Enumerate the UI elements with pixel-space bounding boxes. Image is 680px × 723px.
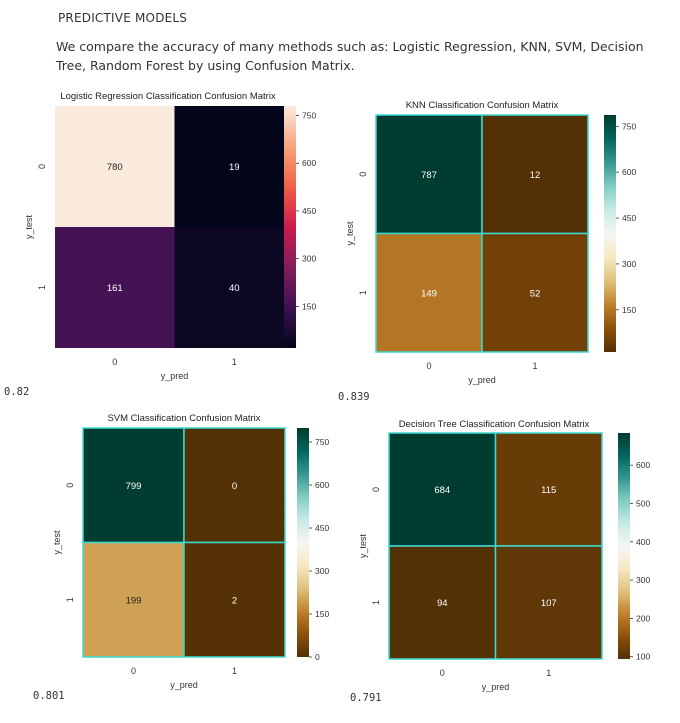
- knn-chart-title: KNN Classification Confusion Matrix: [406, 100, 559, 111]
- logistic-regression-cell-label-0-1: 19: [229, 162, 240, 173]
- logistic-regression-cell-0-1: [174, 106, 294, 227]
- svm-cell-0-1: [183, 427, 286, 544]
- decision-tree-x-tick-1: 1: [546, 668, 551, 678]
- svm-cell-label-0-1: 0: [232, 481, 237, 492]
- logistic-regression-y-axis-label: y_test: [24, 214, 34, 239]
- decision-tree-cell-label-1-0: 94: [437, 598, 448, 609]
- svm-colorbar-tick-5: 750: [315, 437, 329, 447]
- knn-confusion-matrix: KNN Classification Confusion Matrix 787 12…: [345, 100, 636, 385]
- svm-colorbar-tick-4: 600: [315, 480, 329, 490]
- decision-tree-colorbar-tick-4: 500: [636, 498, 650, 508]
- knn-y-axis-label: y_test: [345, 221, 355, 246]
- decision-tree-cell-label-0-1: 115: [541, 485, 556, 496]
- logistic-regression-colorbar-tick-4: 750: [302, 111, 316, 121]
- knn-cell-label-0-0: 787: [421, 170, 437, 181]
- knn-cell-0-1: [481, 114, 589, 235]
- logistic-regression-x-tick-1: 1: [232, 357, 237, 367]
- knn-x-tick-0: 0: [426, 361, 431, 371]
- logistic-regression-y-tick-0: 0: [37, 164, 47, 169]
- logistic-regression-accuracy: 0.82: [4, 386, 30, 398]
- knn-colorbar-tick-1: 300: [622, 259, 636, 269]
- logistic-regression-colorbar-tick-2: 450: [302, 206, 316, 216]
- knn-accuracy: 0.839: [338, 391, 370, 403]
- logistic-regression-chart-title: Logistic Regression Classification Confu…: [60, 91, 276, 102]
- svm-cell-1-0: [82, 541, 185, 658]
- svm-x-axis-label: y_pred: [170, 680, 198, 690]
- svm-confusion-matrix: SVM Classification Confusion Matrix 799 0 1…: [52, 413, 329, 690]
- decision-tree-cell-1-0: [388, 545, 497, 660]
- logistic-regression-cell-label-0-0: 780: [107, 162, 123, 173]
- decision-tree-x-axis-label: y_pred: [482, 682, 510, 692]
- knn-y-tick-1: 1: [358, 290, 368, 295]
- svm-colorbar-tick-2: 300: [315, 566, 329, 576]
- section-heading: PREDICTIVE MODELS: [58, 11, 188, 25]
- logistic-regression-y-tick-1: 1: [37, 285, 47, 290]
- intro-paragraph: We compare the accuracy of many methods …: [56, 39, 644, 73]
- decision-tree-cell-1-1: [494, 545, 603, 660]
- svm-cell-label-0-0: 799: [126, 481, 142, 492]
- knn-x-tick-1: 1: [532, 361, 537, 371]
- knn-cell-1-1: [481, 232, 589, 353]
- knn-colorbar: [604, 115, 616, 352]
- knn-cell-label-1-0: 149: [421, 288, 437, 299]
- svm-chart-title: SVM Classification Confusion Matrix: [107, 413, 260, 424]
- logistic-regression-x-tick-0: 0: [112, 357, 117, 367]
- svm-cell-0-0: [82, 427, 185, 544]
- decision-tree-cell-label-1-1: 107: [541, 598, 557, 609]
- svm-colorbar-tick-1: 150: [315, 609, 329, 619]
- logistic-regression-cell-1-0: [55, 227, 175, 348]
- decision-tree-cell-0-0: [388, 432, 497, 547]
- decision-tree-cell-label-0-0: 684: [434, 485, 450, 496]
- svm-y-tick-1: 1: [65, 597, 75, 602]
- decision-tree-y-tick-0: 0: [371, 487, 381, 492]
- decision-tree-colorbar: [618, 433, 630, 659]
- decision-tree-colorbar-tick-1: 200: [636, 613, 650, 623]
- decision-tree-colorbar-tick-5: 600: [636, 460, 650, 470]
- knn-y-tick-0: 0: [358, 172, 368, 177]
- svm-x-tick-0: 0: [131, 666, 136, 676]
- knn-colorbar-tick-2: 450: [622, 213, 636, 223]
- decision-tree-y-tick-1: 1: [371, 600, 381, 605]
- logistic-regression-cell-0-0: [55, 106, 175, 227]
- decision-tree-accuracy: 0.791: [350, 692, 382, 704]
- svm-cell-label-1-0: 199: [126, 595, 142, 606]
- logistic-regression-x-axis-label: y_pred: [161, 371, 189, 381]
- decision-tree-confusion-matrix: Decision Tree Classification Confusion M…: [358, 419, 650, 692]
- decision-tree-x-tick-0: 0: [440, 668, 445, 678]
- svm-accuracy: 0.801: [33, 690, 65, 702]
- svm-y-tick-0: 0: [65, 483, 75, 488]
- decision-tree-cell-0-1: [494, 432, 603, 547]
- knn-colorbar-tick-0: 150: [622, 305, 636, 315]
- knn-x-axis-label: y_pred: [468, 375, 496, 385]
- logistic-regression-cell-label-1-1: 40: [229, 283, 240, 294]
- decision-tree-colorbar-tick-2: 300: [636, 575, 650, 585]
- knn-cell-1-0: [375, 232, 483, 353]
- svm-colorbar-tick-3: 450: [315, 523, 329, 533]
- logistic-regression-colorbar-tick-0: 150: [302, 301, 316, 311]
- knn-cell-label-0-1: 12: [530, 170, 541, 181]
- decision-tree-y-axis-label: y_test: [358, 533, 368, 558]
- logistic-regression-colorbar-tick-1: 300: [302, 254, 316, 264]
- logistic-regression-colorbar-tick-3: 600: [302, 158, 316, 168]
- svm-colorbar-tick-0: 0: [315, 652, 320, 662]
- svm-x-tick-1: 1: [232, 666, 237, 676]
- svm-colorbar: [297, 428, 309, 657]
- knn-cell-0-0: [375, 114, 483, 235]
- logistic-regression-cell-1-1: [174, 227, 294, 348]
- svm-cell-1-1: [183, 541, 286, 658]
- decision-tree-colorbar-tick-0: 100: [636, 652, 650, 662]
- logistic-regression-colorbar: [284, 106, 296, 348]
- knn-colorbar-tick-3: 600: [622, 167, 636, 177]
- svm-cell-label-1-1: 2: [232, 595, 237, 606]
- logistic-regression-cell-label-1-0: 161: [107, 283, 123, 294]
- logistic-regression-confusion-matrix: Logistic Regression Classification Confu…: [24, 91, 316, 381]
- knn-cell-label-1-1: 52: [530, 288, 541, 299]
- svm-y-axis-label: y_test: [52, 530, 62, 555]
- knn-colorbar-tick-4: 750: [622, 121, 636, 131]
- decision-tree-chart-title: Decision Tree Classification Confusion M…: [399, 419, 590, 430]
- decision-tree-colorbar-tick-3: 400: [636, 537, 650, 547]
